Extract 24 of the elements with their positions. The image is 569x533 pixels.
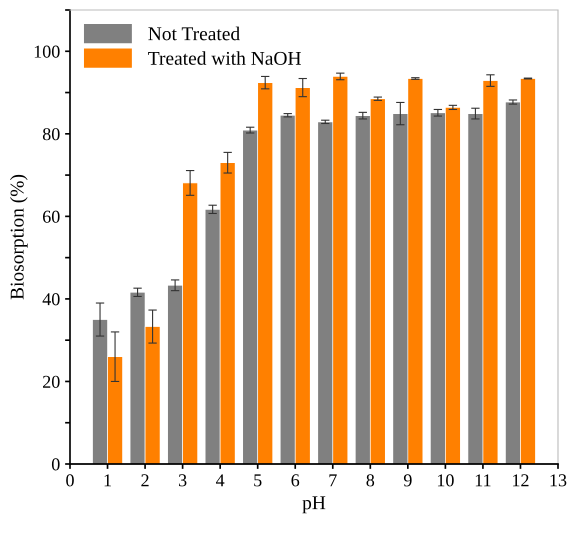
x-tick-label: 8 bbox=[366, 474, 374, 486]
y-tick-label: 80 bbox=[42, 128, 60, 140]
x-tick-label: 11 bbox=[476, 474, 491, 486]
x-tick-label: 1 bbox=[104, 474, 111, 486]
y-tick-label: 20 bbox=[43, 376, 60, 388]
x-tick-label: 0 bbox=[66, 474, 74, 486]
x-tick-label: 10 bbox=[438, 474, 454, 486]
x-tick-label: 12 bbox=[513, 474, 528, 486]
x-tick-label: 6 bbox=[291, 474, 300, 486]
x-tick-label: 2 bbox=[141, 474, 149, 486]
y-tick-label: 40 bbox=[42, 293, 60, 306]
x-tick-label: 3 bbox=[178, 474, 186, 486]
x-tick-label: 9 bbox=[404, 474, 412, 486]
y-tick-label: 60 bbox=[43, 210, 60, 223]
x-tick-label: 13 bbox=[550, 474, 566, 486]
x-tick-label: 4 bbox=[216, 474, 224, 486]
x-tick-label: 7 bbox=[329, 474, 337, 486]
y-axis-title: Biosorption (%) bbox=[10, 174, 28, 300]
legend-label: Treated with NaOH bbox=[148, 51, 301, 65]
legend-label: Not Treated bbox=[148, 26, 240, 40]
x-axis-title: pH bbox=[302, 496, 326, 514]
y-tick-label: 0 bbox=[52, 458, 60, 470]
y-tick-label: 100 bbox=[34, 46, 60, 58]
x-tick-label: 5 bbox=[254, 474, 262, 486]
